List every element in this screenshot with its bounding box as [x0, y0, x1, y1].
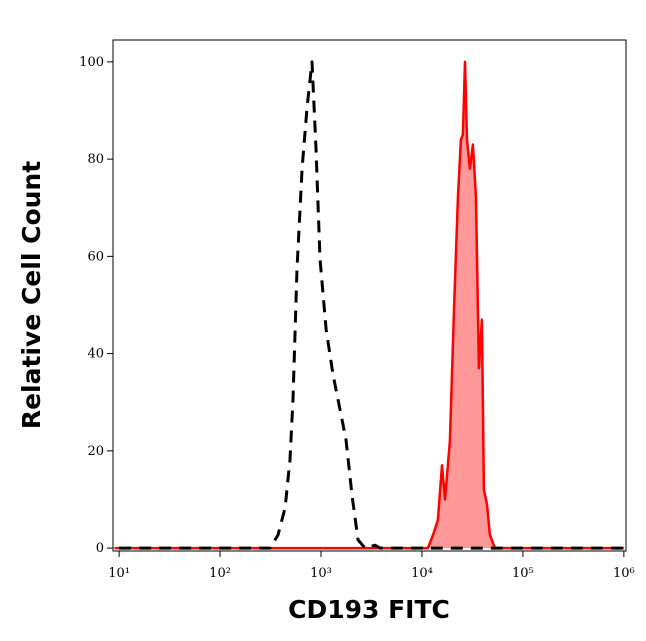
x-tick-label: 10¹ — [108, 566, 130, 581]
y-tick-label: 80 — [87, 152, 104, 167]
y-tick-label: 20 — [87, 444, 104, 459]
area — [114, 61, 624, 549]
y-tick-label: 40 — [87, 347, 104, 362]
line — [114, 60, 624, 550]
y-tick-label: 60 — [87, 249, 104, 264]
x-tick-label: 10³ — [310, 566, 332, 581]
y-axis-title: Relative Cell Count — [17, 161, 46, 429]
x-tick-label: 10² — [209, 566, 231, 581]
x-tick-label: 10⁴ — [411, 566, 433, 581]
y-tick-label: 100 — [79, 55, 104, 70]
line — [119, 60, 624, 550]
x-tick-label: 10⁶ — [613, 566, 635, 581]
x-axis-title: CD193 FITC — [288, 595, 450, 624]
x-tick-label: 10⁵ — [512, 566, 534, 581]
y-tick-label: 0 — [96, 541, 104, 556]
plot-frame — [112, 39, 627, 552]
